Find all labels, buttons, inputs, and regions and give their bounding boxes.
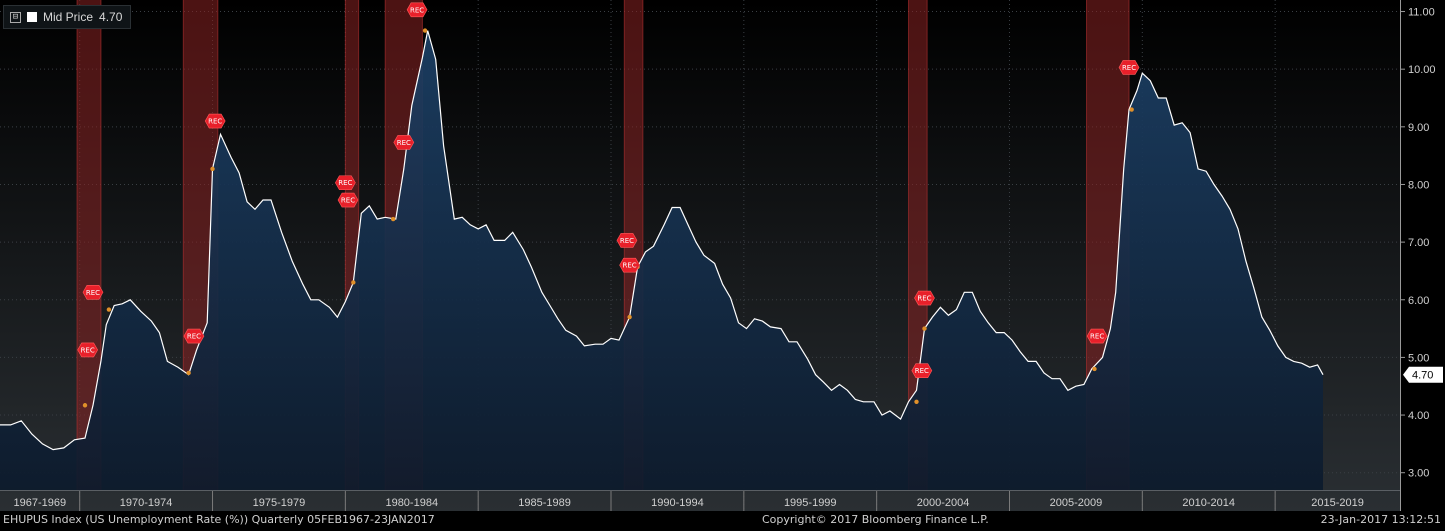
rec-marker: REC	[1086, 328, 1108, 344]
rec-marker: REC	[911, 363, 933, 378]
rec-marker-label: REC	[623, 262, 637, 270]
x-period-label: 1970-1974	[120, 497, 173, 509]
rec-marker-shape	[914, 290, 935, 306]
recession-point	[914, 399, 919, 404]
rec-marker-shape	[406, 2, 428, 18]
rec-marker: REC	[337, 192, 359, 208]
rec-marker-shape	[204, 113, 226, 129]
rec-marker-shape	[1086, 328, 1108, 344]
rec-marker: REC	[183, 328, 205, 344]
rec-marker-label: REC	[187, 333, 201, 341]
copyright-text: Copyright© 2017 Bloomberg Finance L.P.	[762, 513, 989, 526]
y-tick-label: 10.00	[1408, 64, 1436, 76]
security-description: EHUPUS Index (US Unemployment Rate (%)) …	[3, 513, 435, 526]
last-value-tag-shape	[1403, 366, 1443, 383]
y-tick-label: 3.00	[1408, 468, 1429, 480]
rec-marker: REC	[393, 135, 415, 150]
recession-point	[422, 28, 428, 33]
x-period-label: 1990-1994	[651, 497, 704, 509]
rec-marker-label: REC	[208, 118, 222, 126]
rec-marker-label: REC	[620, 237, 634, 245]
recession-point	[390, 216, 396, 222]
rec-marker: REC	[619, 257, 640, 273]
y-tick-label: 4.00	[1408, 410, 1429, 422]
x-period-label: 1985-1989	[518, 497, 571, 509]
rec-marker-label: REC	[917, 295, 931, 303]
rec-marker-shape	[183, 328, 205, 344]
legend-label: Mid Price	[43, 10, 94, 24]
recession-point	[922, 326, 927, 331]
recession-point	[82, 403, 88, 408]
rec-marker-label: REC	[397, 139, 411, 147]
rec-marker: REC	[77, 342, 99, 358]
x-period-label: 2005-2009	[1050, 497, 1103, 509]
footer-bar: EHUPUS Index (US Unemployment Rate (%)) …	[0, 511, 1445, 531]
rec-marker: REC	[1118, 60, 1140, 75]
rec-marker-label: REC	[915, 367, 929, 375]
rec-marker-label: REC	[81, 346, 95, 354]
rec-marker-label: REC	[338, 179, 352, 187]
series-area	[0, 30, 1323, 490]
y-tick-label: 6.00	[1408, 295, 1429, 307]
rec-marker: REC	[914, 290, 935, 306]
recession-point	[186, 370, 191, 376]
x-period-label: 1975-1979	[253, 497, 306, 509]
legend-value: 4.70	[99, 10, 123, 24]
legend-toggle-icon[interactable]: ⊟	[10, 11, 21, 23]
rec-marker-shape	[1118, 60, 1140, 75]
legend-swatch-icon	[27, 12, 37, 22]
x-period-label: 1995-1999	[784, 497, 837, 509]
x-period-label: 2015-2019	[1311, 497, 1364, 509]
y-tick-label: 9.00	[1408, 122, 1429, 134]
recession-band	[77, 0, 101, 490]
rec-marker-label: REC	[1090, 333, 1104, 341]
rec-marker-shape	[335, 175, 356, 191]
rec-marker-shape	[619, 257, 640, 273]
legend[interactable]: ⊟ Mid Price 4.70	[3, 5, 132, 29]
x-period-label: 2000-2004	[917, 497, 970, 509]
y-tick-label: 8.00	[1408, 179, 1429, 191]
rec-marker-shape	[77, 342, 99, 358]
last-value-label: 4.70	[1412, 370, 1433, 382]
rec-marker-shape	[911, 363, 933, 378]
recession-point	[351, 280, 356, 285]
rec-marker-shape	[616, 233, 638, 248]
recession-point	[106, 307, 112, 312]
y-tick-label: 5.00	[1408, 352, 1429, 364]
x-period-label: 1967-1969	[14, 497, 67, 509]
rec-marker: REC	[335, 175, 356, 191]
recession-point	[627, 314, 632, 320]
x-period-label: 1980-1984	[385, 497, 438, 509]
rec-marker-label: REC	[86, 289, 100, 297]
y-tick-label: 11.00	[1408, 7, 1435, 19]
rec-marker-label: REC	[1122, 64, 1136, 72]
rec-marker-label: REC	[410, 6, 424, 14]
rec-marker: REC	[204, 113, 226, 129]
rec-marker-shape	[337, 192, 359, 208]
recession-point	[1129, 107, 1134, 112]
rec-marker: REC	[82, 284, 104, 300]
rec-marker-label: REC	[341, 197, 355, 205]
last-value-tag: 4.70	[1403, 366, 1443, 383]
x-period-label: 2010-2014	[1182, 497, 1235, 509]
rec-marker-shape	[393, 135, 415, 150]
y-tick-label: 7.00	[1408, 237, 1429, 249]
recession-point	[210, 166, 215, 172]
rec-marker: REC	[406, 2, 428, 18]
rec-marker: REC	[616, 233, 638, 248]
rec-marker-shape	[82, 284, 104, 300]
recession-point	[1092, 366, 1097, 372]
timestamp: 23-Jan-2017 13:12:51	[1320, 513, 1441, 526]
series-line	[0, 30, 1324, 451]
